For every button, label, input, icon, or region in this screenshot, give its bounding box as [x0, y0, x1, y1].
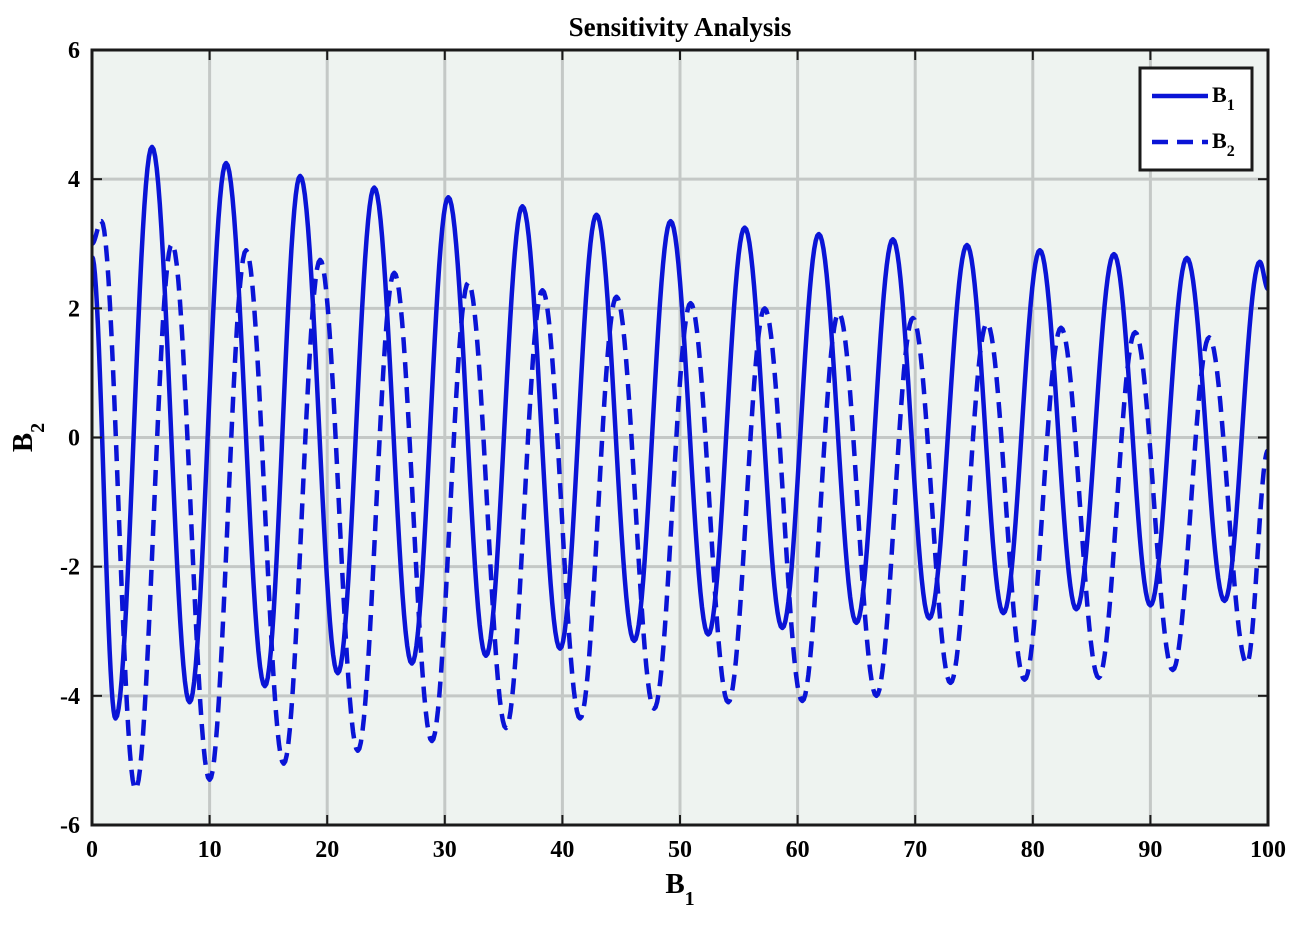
y-tick-label: 4 — [68, 167, 80, 193]
x-tick-label: 20 — [315, 837, 339, 863]
x-axis-label-base: B — [665, 868, 684, 900]
x-tick-label: 40 — [550, 837, 574, 863]
x-axis-label-sub: 1 — [685, 888, 695, 910]
y-tick-label: -6 — [60, 813, 80, 839]
y-tick-label: 6 — [68, 38, 80, 64]
y-tick-label: 0 — [68, 426, 80, 452]
x-tick-label: 60 — [786, 837, 810, 863]
legend-box — [1140, 68, 1252, 170]
x-tick-label: 10 — [198, 837, 222, 863]
y-axis-label-base: B — [7, 433, 39, 452]
x-axis-label: B1 — [665, 868, 694, 910]
x-tick-label: 30 — [433, 837, 457, 863]
x-tick-label: 70 — [903, 837, 927, 863]
y-axis-label-sub: 2 — [27, 423, 49, 433]
x-tick-label: 50 — [668, 837, 692, 863]
y-axis-label: B2 — [7, 423, 49, 452]
y-tick-label: 2 — [68, 296, 80, 322]
y-tick-label: -4 — [60, 684, 80, 710]
x-tick-label: 100 — [1250, 837, 1286, 863]
x-tick-label: 80 — [1021, 837, 1045, 863]
y-tick-label: -2 — [60, 555, 80, 581]
x-tick-label: 90 — [1138, 837, 1162, 863]
x-tick-label: 0 — [86, 837, 98, 863]
chart-title: Sensitivity Analysis — [569, 12, 792, 42]
